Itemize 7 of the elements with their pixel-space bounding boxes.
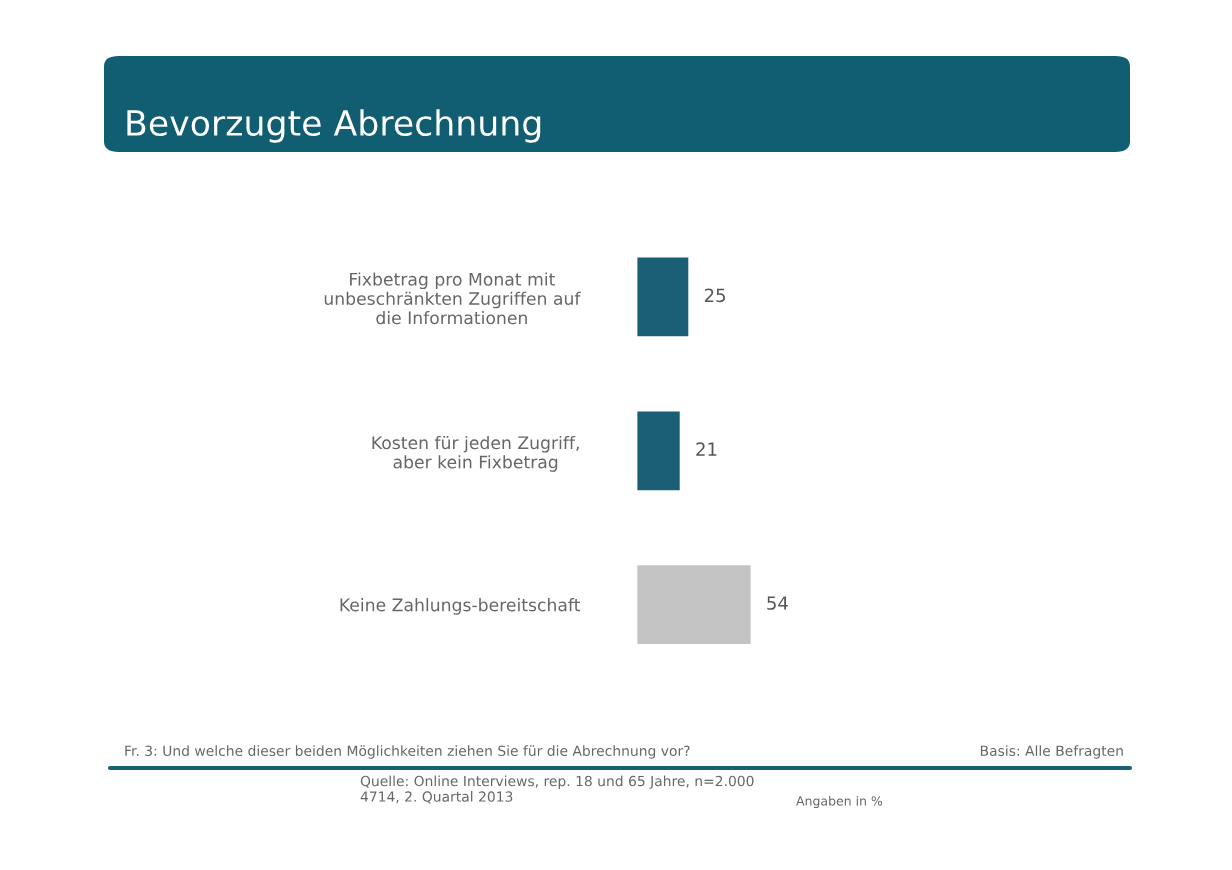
text: Bevorzugte Abrechnung xyxy=(127,109,541,143)
data-label: 25 xyxy=(704,288,725,303)
y-tick-label: Kosten für jeden Zugriff, aber kein Fixbetrag xyxy=(372,435,579,472)
y-tick-label: Keine Zahlungs-bereitschaft xyxy=(340,598,581,615)
data-label: 54 xyxy=(767,596,788,610)
y-tick-label: Fixbetrag pro Monat mit unbeschränkten Zugriffen auf die Informationen xyxy=(324,272,581,325)
data-label: 21 xyxy=(696,442,717,456)
